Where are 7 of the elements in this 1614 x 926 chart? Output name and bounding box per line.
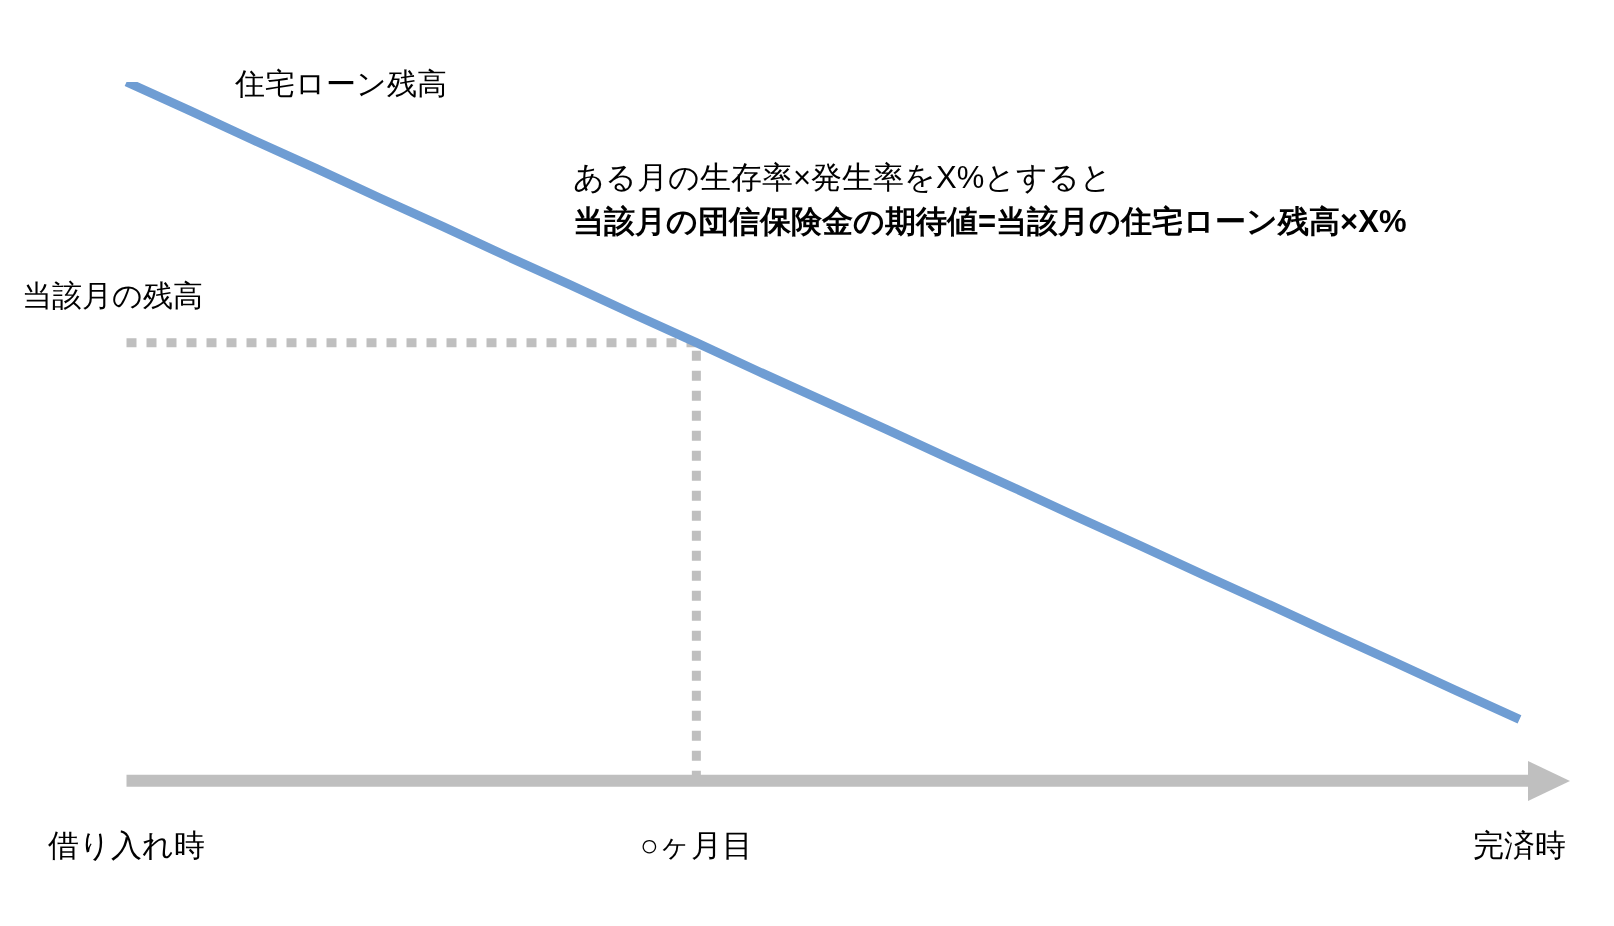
x-tick-label: ○ヶ月目: [640, 827, 753, 863]
annotation: 当該月の団信保険金の期待値=当該月の住宅ローン残高×X%: [573, 203, 1407, 239]
x-tick-label: 借り入れ時: [48, 827, 205, 863]
x-tick-label: 完済時: [1473, 827, 1566, 863]
annotation: ある月の生存率×発生率をX%とすると: [573, 159, 1113, 195]
ref-line-label: 当該月の残高: [22, 278, 203, 312]
series-label: 住宅ローン残高: [233, 67, 447, 101]
